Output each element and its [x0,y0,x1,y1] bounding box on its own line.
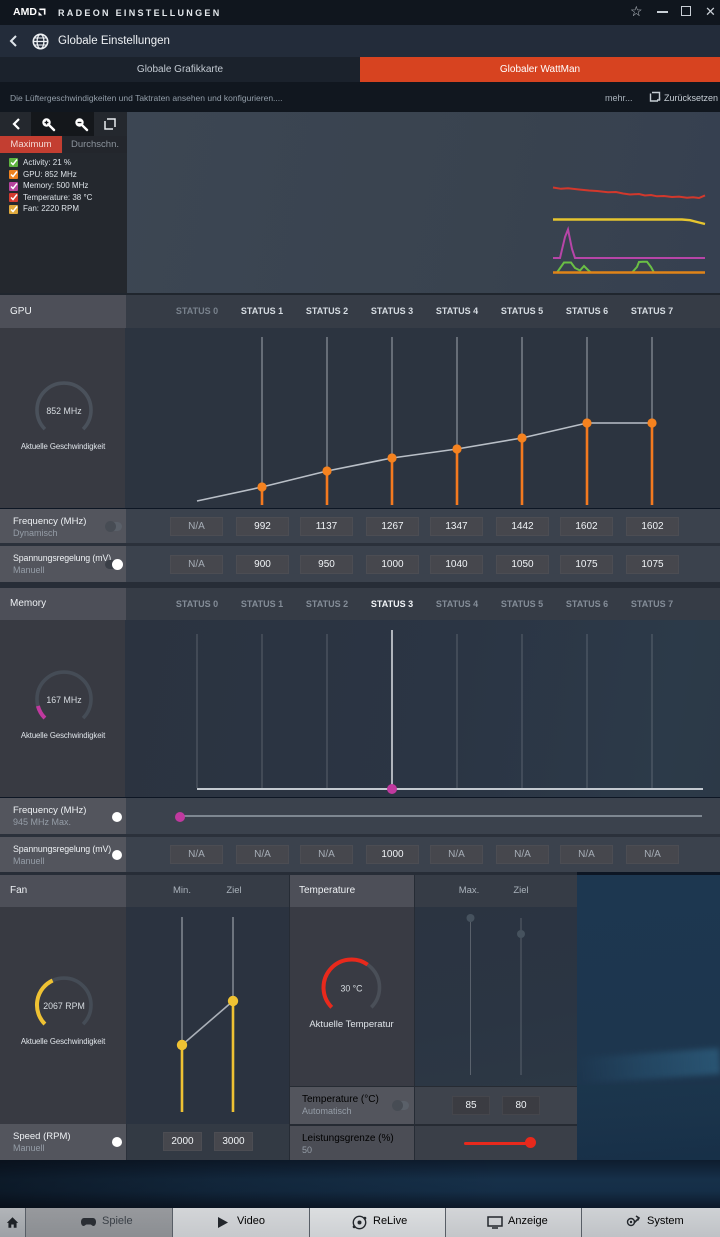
svg-text:852 MHz: 852 MHz [46,406,81,416]
svg-text:2067 RPM: 2067 RPM [43,1001,85,1011]
svg-text:30 °C: 30 °C [340,984,363,994]
svg-text:167 MHz: 167 MHz [46,695,81,705]
